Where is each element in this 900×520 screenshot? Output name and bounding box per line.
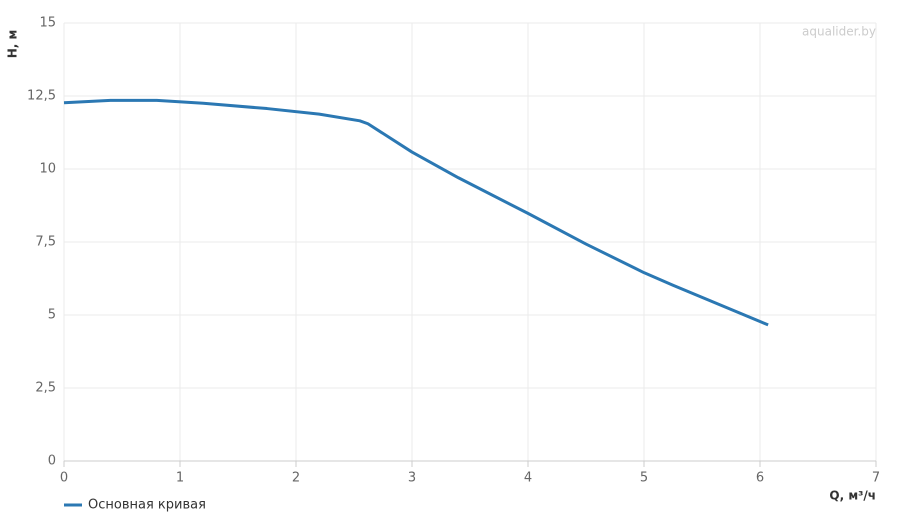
x-tick-label: 3	[408, 471, 416, 486]
x-tick-label: 4	[524, 471, 532, 486]
y-axis-label: H, м	[6, 30, 20, 59]
x-tick-label: 6	[756, 471, 764, 486]
y-tick-label: 0	[48, 454, 56, 469]
x-tick-label: 0	[60, 471, 68, 486]
y-tick-label: 2,5	[35, 381, 56, 396]
x-tick-label: 1	[176, 471, 184, 486]
x-tick-label: 5	[640, 471, 648, 486]
y-tick-label: 15	[39, 16, 56, 31]
line-series	[63, 98, 769, 327]
y-tick-label: 12,5	[27, 89, 56, 104]
y-tick-label: 10	[39, 162, 56, 177]
legend-label: Основная кривая	[88, 498, 206, 513]
y-tick-label: 7,5	[35, 235, 56, 250]
x-tick-label: 7	[872, 471, 880, 486]
x-axis-label: Q, м³/ч	[829, 489, 876, 503]
y-tick-label: 5	[48, 308, 56, 323]
watermark: aqualider.by	[802, 25, 876, 39]
x-tick-label: 2	[292, 471, 300, 486]
